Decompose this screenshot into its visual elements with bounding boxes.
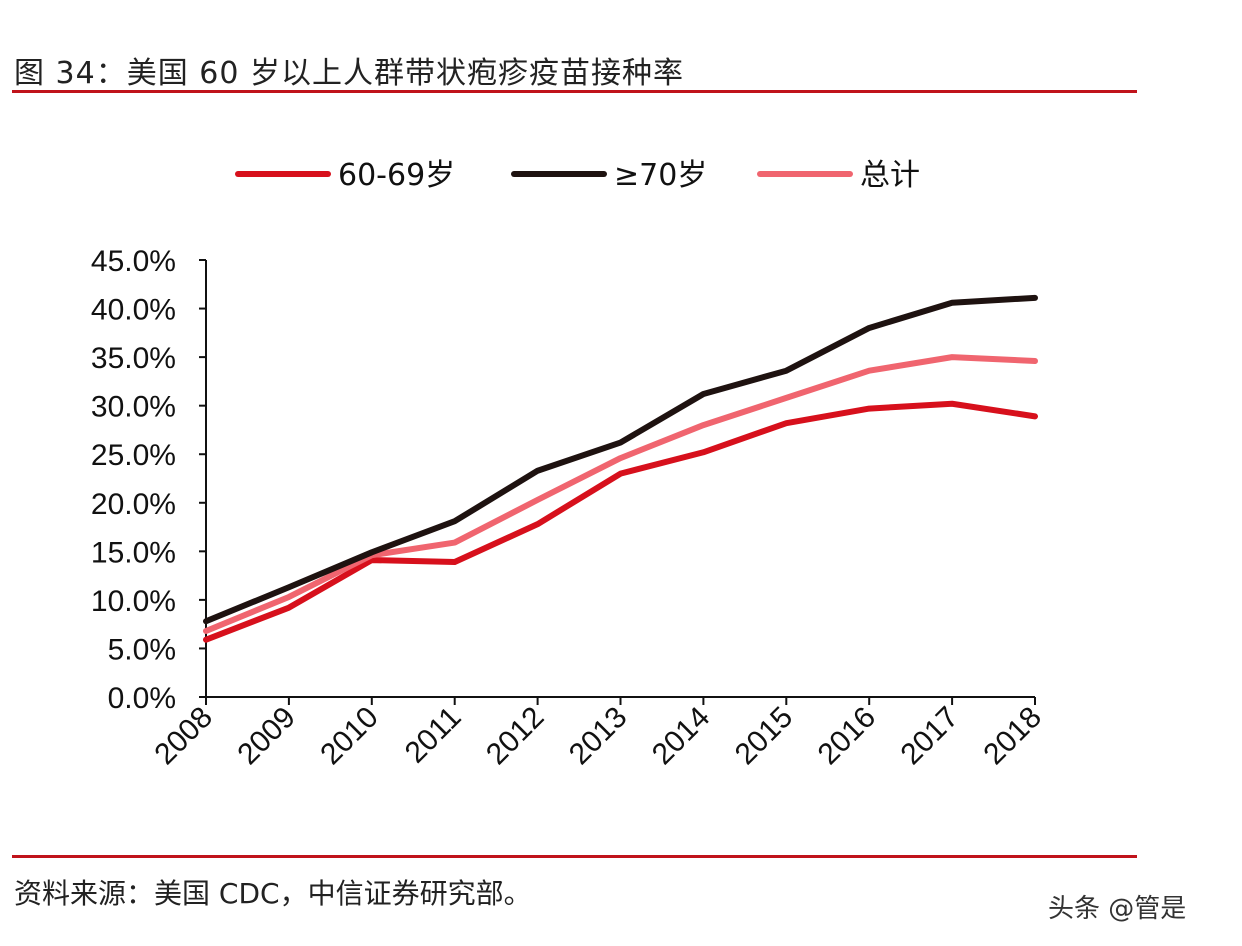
y-tick-label: 15.0% [91,536,176,569]
y-tick-label: 45.0% [91,245,176,278]
y-tick-label: 5.0% [108,633,176,666]
x-tick-label: 2009 [231,701,302,772]
x-tick-label: 2017 [895,701,966,772]
y-tick-label: 25.0% [91,439,176,472]
x-tick-label: 2014 [646,701,717,772]
x-tick-label: 2010 [314,701,385,772]
source-note: 资料来源：美国 CDC，中信证券研究部。 [14,877,532,910]
legend: 60-69岁 ≥70岁 总计 [235,158,920,193]
figure-title: 图 34：美国 60 岁以上人群带状疱疹疫苗接种率 [14,56,684,91]
x-tick-label: 2012 [480,701,551,772]
y-tick-label: 10.0% [91,585,176,618]
legend-label-1: ≥70岁 [614,158,707,193]
x-tick-label: 2015 [729,701,800,772]
title-divider [12,90,1137,93]
y-tick-label: 20.0% [91,488,176,521]
watermark: 头条 @管是 [1048,894,1187,924]
y-tick-label: 40.0% [91,294,176,327]
x-tick-label: 2013 [563,701,634,772]
series-lines [203,294,1038,643]
x-tick-label: 2016 [812,701,883,772]
x-tick-label: 2011 [399,701,468,770]
y-tick-label: 30.0% [91,391,176,424]
legend-label-0: 60-69岁 [338,158,455,193]
series-line-2 [203,354,1038,634]
legend-label-2: 总计 [860,158,920,193]
y-tick-label: 35.0% [91,342,176,375]
x-tick-label: 2018 [977,701,1048,772]
series-line-1 [203,294,1038,625]
source-divider [12,855,1137,858]
series-line-0 [203,400,1038,643]
y-tick-label: 0.0% [108,682,176,715]
